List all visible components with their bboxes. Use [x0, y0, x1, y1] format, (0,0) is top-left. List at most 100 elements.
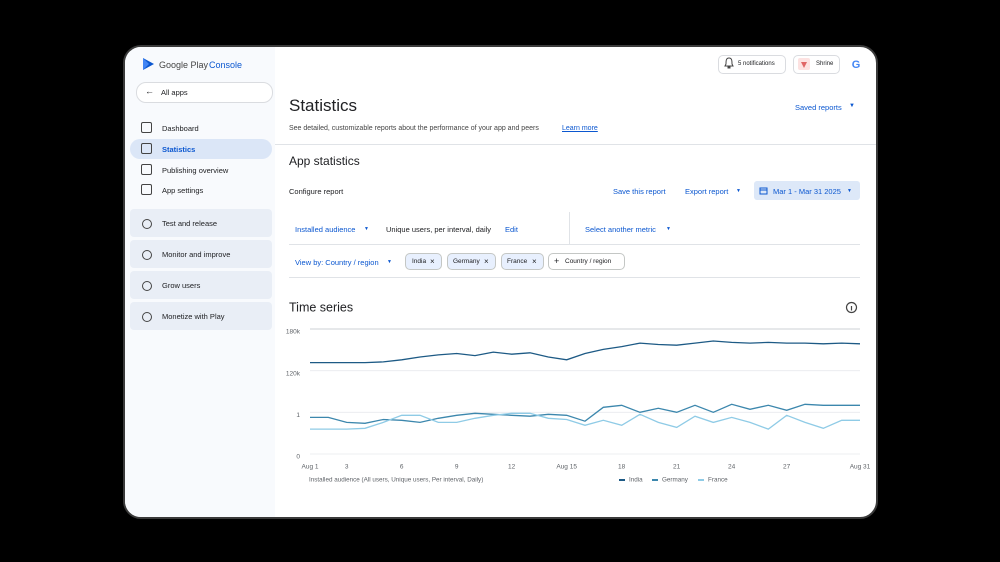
google-account[interactable]: G [850, 58, 862, 70]
date-picker[interactable] [754, 181, 860, 200]
metric-detail: Unique users, per interval, daily [386, 225, 492, 234]
saved-reports[interactable]: Saved reports [795, 103, 842, 112]
add-filter-label: Country / region [565, 258, 612, 265]
nav-group-label: Grow users [162, 281, 201, 290]
filter-chip[interactable] [447, 253, 496, 270]
date-range: Mar 1 - Mar 31 2025 [773, 187, 841, 196]
chart: Time series 0 1 120k 180k Aug 1 3 6 9 12 Aug 15 18… [286, 300, 871, 484]
export-report-button[interactable]: Export report [685, 187, 729, 196]
app-icon [798, 58, 810, 70]
info-icon[interactable] [845, 301, 858, 314]
nav-icon [141, 122, 152, 133]
brand-console: Console [209, 60, 243, 70]
app-switcher[interactable] [793, 55, 840, 74]
calendar-icon [759, 187, 768, 195]
chip-remove[interactable]: × [484, 257, 489, 266]
legend-title: Installed audience (All users, Unique us… [309, 477, 483, 484]
configure-report: Configure report [289, 187, 344, 196]
learn-more-link[interactable]: Learn more [562, 125, 598, 132]
nav-icon [141, 164, 152, 175]
x-tick-label: 21 [673, 464, 681, 471]
y-tick-label: 0 [296, 454, 300, 461]
nav-icon [141, 184, 152, 195]
series-line [310, 403, 860, 424]
chip-label: France [507, 258, 528, 265]
add-filter-chip[interactable] [548, 253, 625, 270]
nav-group[interactable] [130, 271, 272, 299]
nav-group[interactable] [130, 240, 272, 268]
x-tick-label: 27 [783, 464, 791, 471]
notifications-label: 5 notifications [738, 61, 775, 67]
metric-dropdown[interactable]: Installed audience [295, 225, 356, 234]
caret: ▼ [849, 103, 855, 109]
save-report-button[interactable]: Save this report [613, 187, 666, 196]
page-title: Statistics [289, 96, 358, 115]
view-by-dropdown[interactable]: View by: Country / region [295, 258, 379, 267]
chip-label: India [412, 258, 427, 265]
nav-item[interactable]: Statistics [162, 145, 196, 154]
select-metric-dropdown[interactable]: Select another metric [585, 225, 656, 234]
nav-item[interactable]: App settings [162, 186, 204, 195]
all-apps-button[interactable] [136, 82, 273, 103]
nav-icon [141, 143, 152, 154]
caret: ▼ [736, 188, 741, 194]
device-frame: Google Play Console ← All apps Dashboard… [123, 45, 878, 519]
notifications-button[interactable] [718, 55, 786, 74]
nav-icon [142, 312, 152, 322]
x-tick-label: 9 [455, 464, 459, 471]
nav-icon [142, 281, 152, 291]
nav-item[interactable]: Dashboard [162, 124, 199, 133]
bell-icon[interactable] [723, 57, 735, 69]
nav-group-label: Monitor and improve [162, 250, 231, 259]
series-line [310, 412, 860, 430]
back-arrow: ← [145, 86, 154, 96]
filter-chip[interactable] [405, 253, 442, 270]
nav-group[interactable] [130, 209, 272, 237]
divider [275, 144, 876, 145]
x-tick-label: Aug 1 [302, 464, 319, 471]
divider [289, 277, 860, 278]
legend-label: France [708, 477, 728, 484]
description: See detailed, customizable reports about… [289, 125, 539, 132]
x-tick-label: 6 [400, 464, 404, 471]
sidebar: Google Play Console ← All apps Dashboard… [125, 47, 275, 517]
caret: ▼ [666, 226, 671, 232]
filter-chip[interactable] [501, 253, 544, 270]
chip-label: Germany [453, 258, 480, 265]
edit-button[interactable]: Edit [505, 225, 518, 234]
nav-icon [142, 250, 152, 260]
play-logo [143, 58, 154, 70]
nav-group[interactable] [130, 302, 272, 330]
chip-remove[interactable]: × [532, 257, 537, 266]
app-name: Shrine [816, 61, 834, 67]
nav-item[interactable]: Publishing overview [162, 166, 229, 175]
x-tick-label: Aug 31 [850, 464, 871, 471]
y-tick-label: 120k [286, 370, 301, 377]
x-tick-label: 24 [728, 464, 736, 471]
caret: ▼ [847, 188, 852, 194]
nav-group-label: Monetize with Play [162, 312, 225, 321]
divider [289, 244, 860, 245]
caret: ▼ [387, 259, 392, 265]
legend-label: India [629, 477, 643, 484]
y-tick-label: 180k [286, 329, 301, 336]
chip-remove[interactable]: × [430, 257, 435, 266]
nav-group-label: Test and release [162, 219, 218, 228]
divider [569, 212, 570, 244]
x-tick-label: 18 [618, 464, 626, 471]
y-tick-label: 1 [296, 412, 300, 419]
chart-title: Time series [289, 300, 353, 314]
plus-icon: + [554, 256, 560, 266]
x-tick-label: 3 [345, 464, 349, 471]
x-tick-label: 12 [508, 464, 516, 471]
series-line [310, 340, 861, 364]
section-title: App statistics [289, 154, 360, 168]
x-tick-label: Aug 15 [556, 464, 577, 471]
selected-nav-bg [130, 139, 272, 159]
nav-icon [142, 219, 152, 229]
svg-text:G: G [852, 59, 861, 70]
caret: ▼ [364, 226, 369, 232]
all-apps-label: All apps [161, 88, 188, 97]
brand: Google Play [159, 60, 209, 70]
